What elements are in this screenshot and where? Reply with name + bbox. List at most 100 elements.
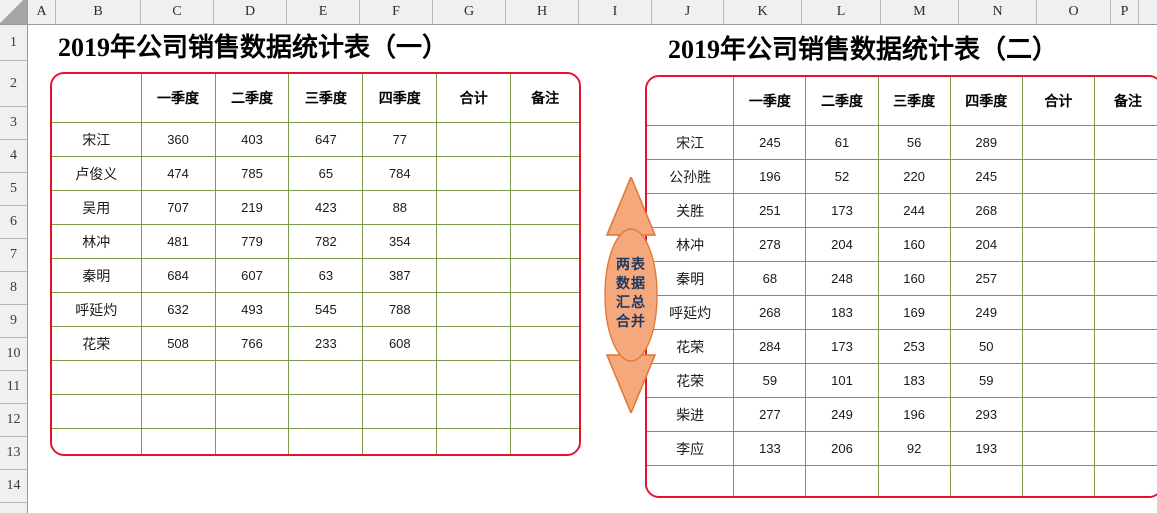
table-one-cell-r2-c3[interactable]: 423 <box>288 190 364 225</box>
column-header-o[interactable]: O <box>1037 0 1111 24</box>
table-one-cell-r0-c4[interactable]: 77 <box>362 122 438 157</box>
column-header-a[interactable]: A <box>28 0 56 24</box>
worksheet-canvas[interactable]: 2019年公司销售数据统计表（一） 2019年公司销售数据统计表（二） 一季度二… <box>28 25 1157 513</box>
table-two-cell-r0-c3[interactable]: 56 <box>877 125 951 160</box>
row-header-4[interactable]: 4 <box>0 140 27 173</box>
row-header-6[interactable]: 6 <box>0 206 27 239</box>
table-one-cell-r1-c1[interactable]: 474 <box>140 156 216 191</box>
table-one-cell-r3-c1[interactable]: 481 <box>140 224 216 259</box>
table-two-cell-r10-c6[interactable] <box>1093 465 1157 496</box>
table-one-col-header-3[interactable]: 三季度 <box>288 74 364 123</box>
table-one-cell-r3-c2[interactable]: 779 <box>214 224 290 259</box>
column-header-i[interactable]: I <box>579 0 652 24</box>
table-one-cell-r9-c5[interactable] <box>436 428 512 454</box>
table-one-cell-r0-c3[interactable]: 647 <box>288 122 364 157</box>
table-two-cell-r6-c5[interactable] <box>1021 329 1095 364</box>
table-two-cell-r8-c2[interactable]: 249 <box>805 397 879 432</box>
table-two-cell-r4-c4[interactable]: 257 <box>949 261 1023 296</box>
table-one-cell-r3-c5[interactable] <box>436 224 512 259</box>
table-one-cell-r1-c5[interactable] <box>436 156 512 191</box>
table-one-cell-r4-c6[interactable] <box>510 258 579 293</box>
table-one-cell-r5-c3[interactable]: 545 <box>288 292 364 327</box>
table-two-col-header-2[interactable]: 二季度 <box>805 77 879 126</box>
column-header-c[interactable]: C <box>141 0 214 24</box>
row-header-9[interactable]: 9 <box>0 305 27 338</box>
column-header-l[interactable]: L <box>802 0 881 24</box>
table-two-cell-r8-c1[interactable]: 277 <box>733 397 807 432</box>
table-two-col-header-6[interactable]: 备注 <box>1093 77 1157 126</box>
table-two-cell-r9-c3[interactable]: 92 <box>877 431 951 466</box>
table-one-cell-r6-c6[interactable] <box>510 326 579 361</box>
column-header-n[interactable]: N <box>959 0 1037 24</box>
table-one-cell-r7-c0[interactable] <box>52 360 142 395</box>
table-one-cell-r7-c1[interactable] <box>140 360 216 395</box>
table-two-cell-r2-c4[interactable]: 268 <box>949 193 1023 228</box>
column-header-k[interactable]: K <box>724 0 802 24</box>
table-one-cell-r9-c6[interactable] <box>510 428 579 454</box>
table-one-cell-r5-c0[interactable]: 呼延灼 <box>52 292 142 327</box>
table-two-cell-r9-c6[interactable] <box>1093 431 1157 466</box>
table-one-cell-r6-c4[interactable]: 608 <box>362 326 438 361</box>
row-header-bar[interactable]: 1 2 3 4 5 6 7 8 9 10 11 12 13 14 <box>0 25 28 513</box>
row-header-1[interactable]: 1 <box>0 25 27 61</box>
table-one-cell-r1-c3[interactable]: 65 <box>288 156 364 191</box>
table-one-cell-r4-c4[interactable]: 387 <box>362 258 438 293</box>
table-two-cell-r4-c6[interactable] <box>1093 261 1157 296</box>
table-two-cell-r5-c2[interactable]: 183 <box>805 295 879 330</box>
table-two-cell-r0-c2[interactable]: 61 <box>805 125 879 160</box>
table-one-cell-r9-c0[interactable] <box>52 428 142 454</box>
table-one-cell-r9-c2[interactable] <box>214 428 290 454</box>
row-header-11[interactable]: 11 <box>0 371 27 404</box>
table-one-cell-r0-c6[interactable] <box>510 122 579 157</box>
table-two-cell-r3-c4[interactable]: 204 <box>949 227 1023 262</box>
column-header-h[interactable]: H <box>506 0 579 24</box>
column-header-b[interactable]: B <box>56 0 141 24</box>
table-two-cell-r1-c2[interactable]: 52 <box>805 159 879 194</box>
table-one-cell-r3-c0[interactable]: 林冲 <box>52 224 142 259</box>
sales-table-one[interactable]: 一季度 二季度 三季度 四季度 合计 备注 宋江 360 403 647 77 卢俊义 474 785 65… <box>50 72 581 456</box>
row-header-13[interactable]: 13 <box>0 437 27 470</box>
table-one-cell-r6-c3[interactable]: 233 <box>288 326 364 361</box>
table-one-cell-r1-c0[interactable]: 卢俊义 <box>52 156 142 191</box>
table-two-cell-r1-c5[interactable] <box>1021 159 1095 194</box>
table-two-cell-r6-c3[interactable]: 253 <box>877 329 951 364</box>
table-one-cell-r8-c6[interactable] <box>510 394 579 429</box>
table-one-cell-r9-c4[interactable] <box>362 428 438 454</box>
column-header-e[interactable]: E <box>287 0 360 24</box>
table-right-grid[interactable]: 一季度 二季度 三季度 四季度 合计 备注 宋江 245 61 56 289 公孙胜 196 52 220 2… <box>647 77 1157 496</box>
table-two-cell-r10-c5[interactable] <box>1021 465 1095 496</box>
table-one-cell-r2-c6[interactable] <box>510 190 579 225</box>
table-one-cell-r7-c3[interactable] <box>288 360 364 395</box>
table-one-cell-r6-c1[interactable]: 508 <box>140 326 216 361</box>
table-two-cell-r8-c4[interactable]: 293 <box>949 397 1023 432</box>
table-two-cell-r1-c6[interactable] <box>1093 159 1157 194</box>
table-two-col-header-5[interactable]: 合计 <box>1021 77 1095 126</box>
table-one-col-header-1[interactable]: 一季度 <box>140 74 216 123</box>
table-one-cell-r1-c2[interactable]: 785 <box>214 156 290 191</box>
row-header-8[interactable]: 8 <box>0 272 27 305</box>
row-header-12[interactable]: 12 <box>0 404 27 437</box>
table-two-cell-r1-c0[interactable]: 公孙胜 <box>647 159 735 194</box>
table-two-cell-r10-c1[interactable] <box>733 465 807 496</box>
table-two-cell-r7-c3[interactable]: 183 <box>877 363 951 398</box>
table-one-cell-r8-c1[interactable] <box>140 394 216 429</box>
table-one-cell-r8-c0[interactable] <box>52 394 142 429</box>
table-two-cell-r7-c4[interactable]: 59 <box>949 363 1023 398</box>
table-one-cell-r8-c3[interactable] <box>288 394 364 429</box>
table-two-cell-r2-c6[interactable] <box>1093 193 1157 228</box>
table-one-cell-r0-c1[interactable]: 360 <box>140 122 216 157</box>
table-one-cell-r1-c6[interactable] <box>510 156 579 191</box>
table-one-cell-r1-c4[interactable]: 784 <box>362 156 438 191</box>
table-two-cell-r3-c6[interactable] <box>1093 227 1157 262</box>
table-one-cell-r3-c4[interactable]: 354 <box>362 224 438 259</box>
column-header-m[interactable]: M <box>881 0 959 24</box>
table-one-cell-r0-c2[interactable]: 403 <box>214 122 290 157</box>
table-one-cell-r4-c1[interactable]: 684 <box>140 258 216 293</box>
row-header-3[interactable]: 3 <box>0 107 27 140</box>
table-two-cell-r1-c4[interactable]: 245 <box>949 159 1023 194</box>
table-two-cell-r1-c3[interactable]: 220 <box>877 159 951 194</box>
table-one-cell-r5-c6[interactable] <box>510 292 579 327</box>
table-one-cell-r5-c4[interactable]: 788 <box>362 292 438 327</box>
table-one-cell-r4-c0[interactable]: 秦明 <box>52 258 142 293</box>
table-two-cell-r0-c1[interactable]: 245 <box>733 125 807 160</box>
